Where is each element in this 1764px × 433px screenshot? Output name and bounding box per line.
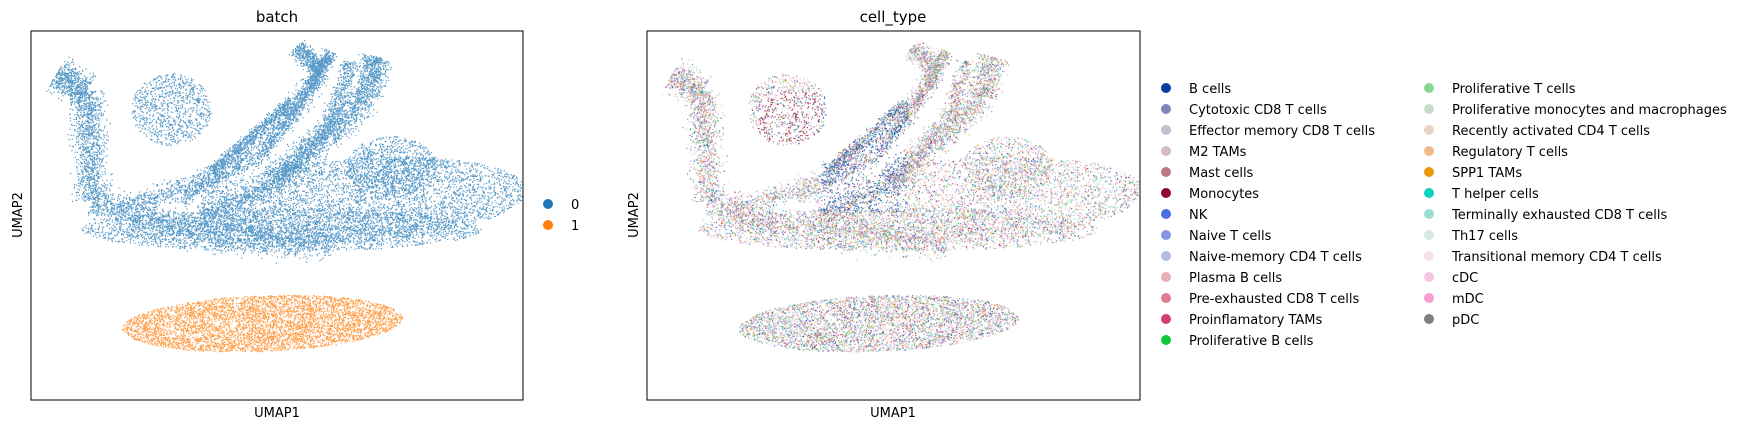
batch-y-axis-label: UMAP2 (11, 192, 26, 238)
cell-type-legend-marker (1161, 167, 1171, 177)
cell-type-point-group (668, 46, 1129, 352)
cell-type-legend-label: Proliferative monocytes and macrophages (1452, 103, 1727, 118)
cell-type-legend-label: cDC (1452, 271, 1478, 286)
cell-type-legend-marker (1161, 146, 1171, 156)
cell-type-legend-marker (1161, 125, 1171, 135)
cell-type-legend-label: Mast cells (1189, 166, 1254, 181)
cell-type-legend-label: SPP1 TAMs (1452, 166, 1522, 181)
batch-legend-marker (543, 199, 553, 209)
cell-type-legend-label: Pre-exhausted CD8 T cells (1189, 292, 1359, 307)
cell-type-legend-marker (1161, 251, 1171, 261)
cell-type-legend-marker (1161, 335, 1171, 345)
cell-type-legend-label: M2 TAMs (1189, 145, 1247, 160)
cell-type-legend: B cells Cytotoxic CD8 T cells Effector mem… (1161, 82, 1727, 349)
cell-type-legend-marker (1161, 314, 1171, 324)
cell-type-legend-label: Terminally exhausted CD8 T cells (1451, 208, 1667, 223)
cell-type-legend-label: Naive-memory CD4 T cells (1189, 250, 1362, 265)
cell-type-legend-label: pDC (1452, 313, 1479, 328)
cell-type-legend-marker (1161, 230, 1171, 240)
cell-type-legend-label: Monocytes (1189, 187, 1259, 202)
cell-type-legend-label: Proliferative B cells (1189, 334, 1314, 349)
batch-legend-marker (543, 220, 553, 230)
cell-type-legend-label: Proliferative T cells (1452, 82, 1576, 97)
cell-type-legend-label: Regulatory T cells (1452, 145, 1568, 160)
cell-type-legend-marker (1424, 293, 1434, 303)
batch-title: batch (256, 8, 298, 26)
cell-type-legend-marker (1424, 125, 1434, 135)
cell-type-legend-marker (1424, 146, 1434, 156)
cell-type-legend-marker (1161, 272, 1171, 282)
batch-x-axis-label: UMAP1 (254, 406, 300, 421)
cell-type-point-group (670, 46, 1140, 351)
cell-type-point-group (671, 51, 1131, 352)
batch-point-group (46, 40, 523, 265)
cell-type-legend-marker (1424, 104, 1434, 114)
batch-legend: 01 (543, 198, 579, 234)
cell-type-legend-label: Th17 cells (1451, 229, 1518, 244)
cell-type-legend-label: T helper cells (1451, 187, 1539, 202)
cell-type-legend-marker (1161, 209, 1171, 219)
cell-type-legend-marker (1424, 251, 1434, 261)
cell-type-title: cell_type (860, 8, 927, 27)
cell-type-plot-frame (646, 30, 1141, 401)
cell-type-legend-label: Effector memory CD8 T cells (1189, 124, 1375, 139)
cell-type-legend-label: Recently activated CD4 T cells (1452, 124, 1650, 139)
batch-scatter-points (46, 40, 523, 353)
cell-type-legend-marker (1424, 167, 1434, 177)
cell-type-legend-marker (1424, 209, 1434, 219)
cell-type-legend-label: Cytotoxic CD8 T cells (1189, 103, 1327, 118)
cell-type-legend-marker (1161, 293, 1171, 303)
cell-type-legend-marker (1161, 104, 1171, 114)
batch-point-group (122, 294, 403, 353)
cell-type-x-axis-label: UMAP1 (870, 406, 916, 421)
cell-type-legend-marker (1424, 272, 1434, 282)
batch-panel: batch UMAP1 UMAP2 01 (11, 8, 579, 421)
cell-type-legend-label: B cells (1189, 82, 1231, 97)
cell-type-y-axis-label: UMAP2 (627, 192, 642, 238)
cell-type-legend-label: Proinflamatory TAMs (1189, 313, 1323, 328)
cell-type-point-group (670, 44, 1138, 353)
batch-plot-frame (30, 30, 524, 401)
cell-type-point-group (666, 44, 1138, 351)
cell-type-point-group (662, 44, 1137, 353)
cell-type-legend-label: Naive T cells (1189, 229, 1272, 244)
batch-legend-label: 1 (571, 219, 579, 234)
cell-type-legend-marker (1424, 83, 1434, 93)
cell-type-legend-label: NK (1189, 208, 1208, 223)
cell-type-legend-marker (1161, 188, 1171, 198)
cell-type-legend-marker (1424, 230, 1434, 240)
cell-type-legend-marker (1424, 314, 1434, 324)
cell-type-scatter-points (662, 41, 1140, 353)
cell-type-legend-marker (1424, 188, 1434, 198)
cell-type-legend-label: Plasma B cells (1189, 271, 1282, 286)
cell-type-legend-label: Transitional memory CD4 T cells (1451, 250, 1662, 265)
cell-type-legend-label: mDC (1452, 292, 1484, 307)
batch-legend-label: 0 (571, 198, 579, 213)
cell-type-legend-marker (1161, 83, 1171, 93)
cell-type-panel: cell_type UMAP1 UMAP2 B cells Cytotoxic C… (627, 8, 1727, 421)
cell-type-point-group (680, 46, 1134, 352)
